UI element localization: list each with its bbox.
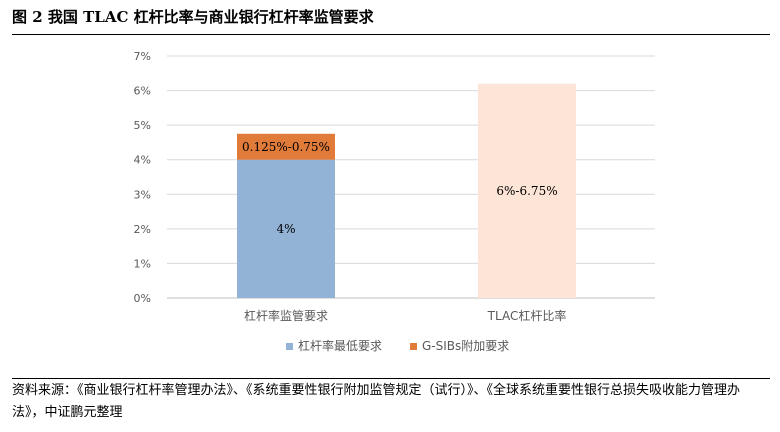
y-tick-label: 6% (134, 85, 151, 98)
data-label: 4% (276, 222, 295, 236)
data-label: 0.125%-0.75% (242, 140, 330, 154)
source-note: 资料来源：《商业银行杠杆率管理办法》、《系统重要性银行附加监管规定（试行）》、《… (12, 383, 741, 420)
y-tick-label: 0% (134, 292, 151, 305)
data-label: 6%-6.75% (496, 184, 557, 198)
stacked-bar-chart: 0% 1% 2% 3% 4% 5% 6% 7% 4% 0.125%-0.75% 杠杆率监管要求 6%-… (134, 50, 655, 353)
y-tick-label: 1% (134, 257, 151, 270)
bar-segment (478, 83, 576, 299)
y-tick-label: 7% (134, 50, 151, 63)
y-tick-label: 4% (134, 154, 151, 167)
figure-title: 图 2 我国 TLAC 杠杆比率与商业银行杠杆率监管要求 (12, 8, 374, 26)
x-category-label: 杠杆率监管要求 (244, 308, 328, 323)
legend-label: G-SIBs附加要求 (422, 339, 509, 353)
legend-swatch (410, 343, 417, 350)
x-category-label: TLAC杠杆比率 (487, 308, 567, 323)
legend-swatch (286, 343, 293, 350)
y-tick-label: 3% (134, 188, 151, 201)
legend-label: 杠杆率最低要求 (298, 338, 382, 353)
y-tick-label: 2% (134, 223, 151, 236)
bar-segment (237, 133, 335, 160)
y-tick-label: 5% (134, 119, 151, 132)
title-rule (12, 34, 770, 35)
bar-segment (237, 159, 335, 298)
source-rule (12, 378, 770, 379)
